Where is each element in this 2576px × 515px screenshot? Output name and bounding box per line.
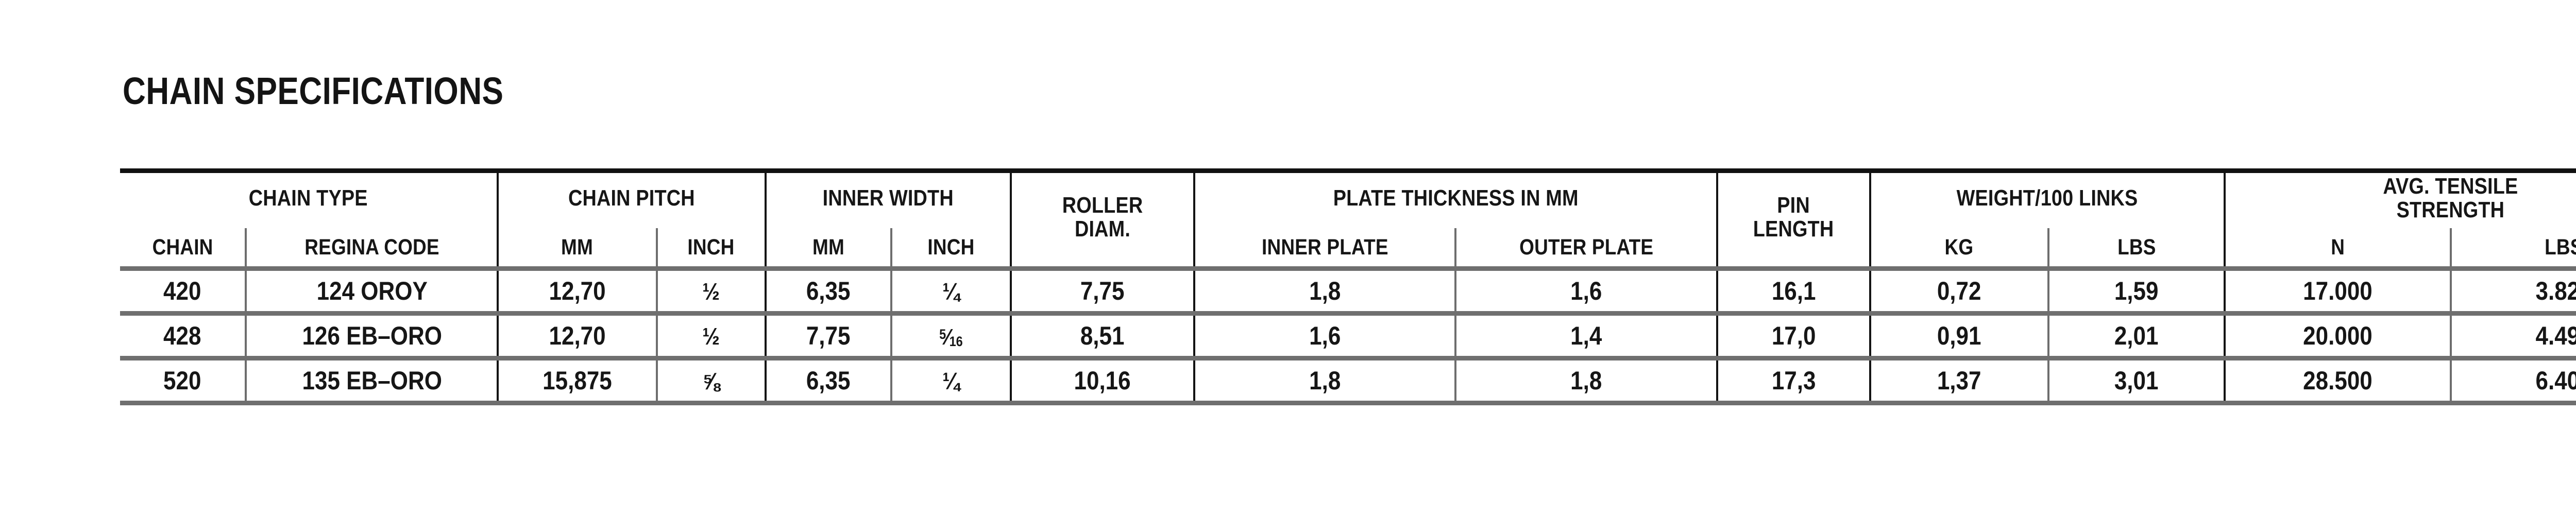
- table-header-sub-row: CHAIN REGINA CODE MM INCH MM INCH INNER …: [120, 228, 2576, 269]
- subheader-outer-plate: OUTER PLATE: [1454, 228, 1718, 269]
- cell-regina-code: 126 EB–ORO: [245, 311, 498, 358]
- subheader-inner-plate: INNER PLATE: [1193, 228, 1456, 269]
- cell-outer-plate: 1,4: [1454, 311, 1718, 358]
- cell-pitch-mm: 15,875: [497, 356, 657, 405]
- cell-pin-length: 17,3: [1716, 356, 1870, 405]
- subheader-weight-kg: KG: [1869, 228, 2049, 269]
- table-header-group-row: CHAIN TYPE CHAIN PITCH INNER WIDTH ROLLE…: [120, 168, 2576, 269]
- cell-weight-lbs: 3,01: [2047, 356, 2225, 405]
- cell-roller-diam: 10,16: [1009, 356, 1194, 405]
- cell-tensile-lbs: 4.496: [2449, 311, 2576, 358]
- header-weight-100-links: WEIGHT/100 LINKS: [1869, 168, 2225, 228]
- cell-pin-length: 16,1: [1716, 266, 1870, 314]
- cell-outer-plate: 1,6: [1454, 266, 1718, 314]
- cell-tensile-lbs: 6.407: [2449, 356, 2576, 405]
- cell-chain: 420: [120, 266, 246, 314]
- header-pin-length: PIN LENGTH: [1716, 168, 1870, 269]
- page-title: CHAIN SPECIFICATIONS: [123, 70, 504, 112]
- subheader-tensile-lbs: LBS: [2449, 228, 2576, 269]
- header-plate-thickness: PLATE THICKNESS IN MM: [1193, 168, 1718, 228]
- header-avg-tensile-strength: AVG. TENSILE STRENGTH: [2223, 168, 2576, 228]
- subheader-inner-width-inch: INCH: [890, 228, 1011, 269]
- cell-inner-width-inch: ¼: [890, 356, 1011, 405]
- cell-roller-diam: 7,75: [1009, 266, 1194, 314]
- cell-inner-plate: 1,8: [1193, 266, 1456, 314]
- cell-inner-width-mm: 6,35: [764, 356, 892, 405]
- subheader-pitch-inch: INCH: [655, 228, 766, 269]
- cell-pitch-inch: ⅝: [655, 356, 766, 405]
- cell-inner-width-inch: ¼: [890, 266, 1011, 314]
- cell-weight-lbs: 1,59: [2047, 266, 2225, 314]
- table-row: 420 124 OROY 12,70 ½ 6,35 ¼ 7,75 1,8 1,6…: [120, 266, 2576, 314]
- cell-pitch-inch: ½: [655, 266, 766, 314]
- header-inner-width: INNER WIDTH: [764, 168, 1011, 228]
- cell-outer-plate: 1,8: [1454, 356, 1718, 405]
- subheader-tensile-n: N: [2223, 228, 2451, 269]
- chain-specifications-table-wrapper: CHAIN TYPE CHAIN PITCH INNER WIDTH ROLLE…: [120, 168, 2576, 405]
- cell-chain: 520: [120, 356, 246, 405]
- header-chain-pitch: CHAIN PITCH: [497, 168, 766, 228]
- cell-chain: 428: [120, 311, 246, 358]
- cell-tensile-n: 20.000: [2223, 311, 2451, 358]
- subheader-chain: CHAIN: [120, 228, 246, 269]
- cell-inner-width-mm: 7,75: [764, 311, 892, 358]
- cell-weight-kg: 0,91: [1869, 311, 2049, 358]
- chain-specifications-table: CHAIN TYPE CHAIN PITCH INNER WIDTH ROLLE…: [120, 168, 2576, 405]
- cell-weight-kg: 1,37: [1869, 356, 2049, 405]
- table-row: 428 126 EB–ORO 12,70 ½ 7,75 5⁄16 8,51 1,…: [120, 311, 2576, 358]
- subheader-inner-width-mm: MM: [764, 228, 892, 269]
- cell-regina-code: 124 OROY: [245, 266, 498, 314]
- cell-tensile-lbs: 3.822: [2449, 266, 2576, 314]
- cell-pitch-inch: ½: [655, 311, 766, 358]
- cell-pin-length: 17,0: [1716, 311, 1870, 358]
- cell-roller-diam: 8,51: [1009, 311, 1194, 358]
- cell-inner-plate: 1,6: [1193, 311, 1456, 358]
- cell-inner-width-inch: 5⁄16: [890, 311, 1011, 358]
- cell-regina-code: 135 EB–ORO: [245, 356, 498, 405]
- subheader-weight-lbs: LBS: [2047, 228, 2225, 269]
- table-body: 420 124 OROY 12,70 ½ 6,35 ¼ 7,75 1,8 1,6…: [120, 266, 2576, 405]
- cell-weight-kg: 0,72: [1869, 266, 2049, 314]
- subheader-pitch-mm: MM: [497, 228, 657, 269]
- header-chain-type: CHAIN TYPE: [120, 168, 498, 228]
- cell-inner-plate: 1,8: [1193, 356, 1456, 405]
- cell-tensile-n: 28.500: [2223, 356, 2451, 405]
- cell-weight-lbs: 2,01: [2047, 311, 2225, 358]
- header-roller-diam: ROLLER DIAM.: [1009, 168, 1194, 269]
- cell-tensile-n: 17.000: [2223, 266, 2451, 314]
- cell-pitch-mm: 12,70: [497, 311, 657, 358]
- table-row: 520 135 EB–ORO 15,875 ⅝ 6,35 ¼ 10,16 1,8…: [120, 356, 2576, 405]
- table-header: CHAIN TYPE CHAIN PITCH INNER WIDTH ROLLE…: [120, 168, 2576, 269]
- cell-pitch-mm: 12,70: [497, 266, 657, 314]
- fraction-five-sixteenths: 5⁄16: [939, 324, 963, 350]
- cell-inner-width-mm: 6,35: [764, 266, 892, 314]
- table-top-rule: [120, 168, 2576, 173]
- subheader-regina-code: REGINA CODE: [245, 228, 498, 269]
